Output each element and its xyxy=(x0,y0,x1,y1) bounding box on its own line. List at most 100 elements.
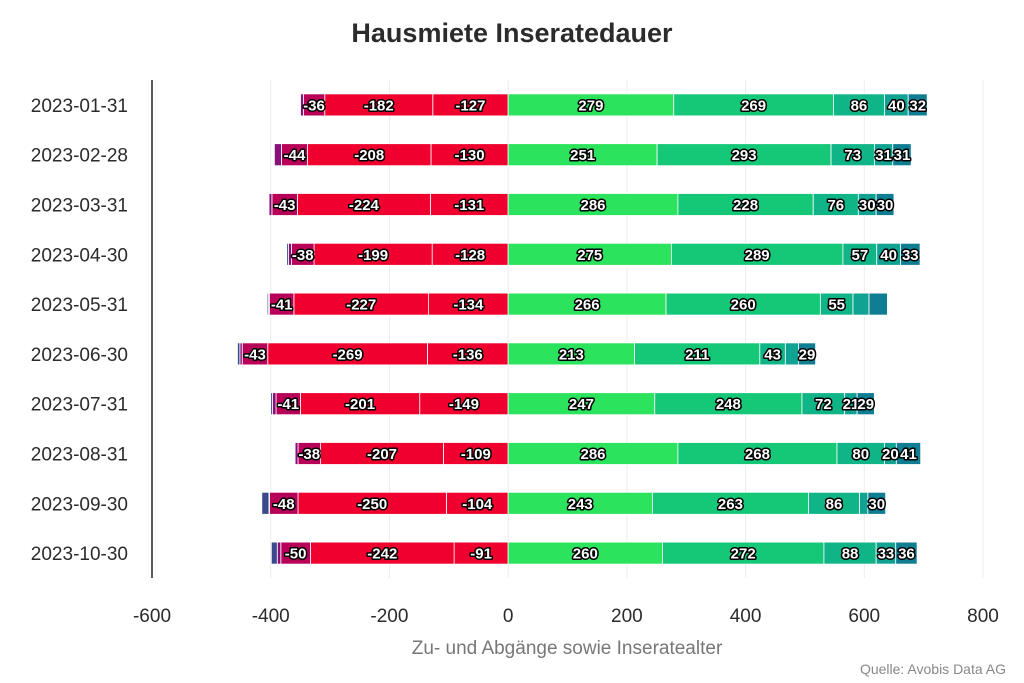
bar-segment xyxy=(784,342,799,366)
bars xyxy=(237,93,928,565)
data-label: 43 xyxy=(764,346,781,363)
bar-segment xyxy=(294,442,296,465)
data-label: 268 xyxy=(745,446,770,463)
data-label: 88 xyxy=(842,546,859,563)
data-label: -136 xyxy=(453,346,483,363)
data-label: 30 xyxy=(877,197,894,214)
data-label: -224 xyxy=(349,197,380,214)
bar-segment xyxy=(892,143,912,167)
data-label: 21 xyxy=(843,396,860,413)
data-label: -131 xyxy=(454,197,484,214)
data-label: 31 xyxy=(875,147,892,164)
bar-segment xyxy=(867,491,887,515)
data-label: -127 xyxy=(455,97,485,114)
data-label: 33 xyxy=(878,546,895,563)
data-label: -250 xyxy=(357,496,387,513)
data-label: 286 xyxy=(581,446,606,463)
bar-segment xyxy=(895,442,922,465)
data-label: -109 xyxy=(461,446,491,463)
data-label: 41 xyxy=(900,446,917,463)
data-label: 55 xyxy=(828,297,845,314)
data-label: 29 xyxy=(857,396,874,413)
data-label: 40 xyxy=(880,247,897,264)
data-label: -38 xyxy=(298,446,320,463)
category-label: 2023-09-30 xyxy=(31,494,128,515)
data-labels: -127-182-36 279 269 86 40 32-130-208-44 251 293… xyxy=(243,96,928,564)
data-label: 76 xyxy=(827,197,844,214)
x-tick-label: -400 xyxy=(252,606,290,627)
category-label: 2023-01-31 xyxy=(31,96,128,117)
data-label: 72 xyxy=(815,396,832,413)
data-label: -41 xyxy=(271,297,293,314)
data-label: 73 xyxy=(844,147,861,164)
x-tick-label: 0 xyxy=(503,606,514,627)
bar-segment xyxy=(273,143,275,167)
data-label: 40 xyxy=(888,97,905,114)
data-label: 228 xyxy=(733,197,758,214)
x-tick-label: -200 xyxy=(370,606,408,627)
bar-segment xyxy=(266,292,269,316)
category-label: 2023-05-31 xyxy=(31,295,128,316)
data-label: 260 xyxy=(731,297,756,314)
data-label: -149 xyxy=(449,396,479,413)
data-label: -269 xyxy=(333,346,363,363)
data-label: -227 xyxy=(346,297,376,314)
bar-segment xyxy=(273,143,282,167)
category-label: 2023-06-30 xyxy=(31,345,128,366)
data-label: 211 xyxy=(685,346,709,363)
data-label: 248 xyxy=(716,396,741,413)
data-label: 243 xyxy=(568,496,593,513)
data-label: 33 xyxy=(902,247,919,264)
data-label: 272 xyxy=(731,546,756,563)
category-label: 2023-10-30 xyxy=(31,544,128,565)
data-label: 31 xyxy=(894,147,911,164)
chart-title: Hausmiete Inseratedauer xyxy=(351,18,673,48)
data-label: -128 xyxy=(455,247,485,264)
data-label: -182 xyxy=(364,97,394,114)
bar-segment xyxy=(237,342,241,366)
data-label: -199 xyxy=(358,247,388,264)
bar-segment xyxy=(272,392,277,416)
bar-segment xyxy=(797,342,817,366)
bar-segment xyxy=(276,541,282,565)
bar-segment xyxy=(286,242,289,266)
bar-segment xyxy=(270,392,273,416)
data-label: -104 xyxy=(462,496,493,513)
data-label: 286 xyxy=(581,197,606,214)
data-label: 80 xyxy=(852,446,869,463)
data-label: -134 xyxy=(453,297,484,314)
data-label: -48 xyxy=(273,496,295,513)
data-label: 279 xyxy=(578,97,603,114)
data-label: 266 xyxy=(575,297,600,314)
data-label: -130 xyxy=(455,147,485,164)
bar-segment xyxy=(859,491,869,515)
bar-segment xyxy=(299,93,301,117)
data-label: 86 xyxy=(826,496,843,513)
data-label: 20 xyxy=(882,446,899,463)
bar-segment xyxy=(270,541,278,565)
bar-segment xyxy=(900,242,921,266)
bar-segment xyxy=(895,541,918,565)
x-tick-label: 600 xyxy=(848,606,880,627)
bar-segment xyxy=(868,292,888,316)
data-label: 293 xyxy=(732,147,757,164)
data-label: -43 xyxy=(274,197,296,214)
x-axis-label: Zu- und Abgänge sowie Inseratealter xyxy=(412,638,723,659)
category-label: 2023-03-31 xyxy=(31,196,128,217)
data-label: -43 xyxy=(244,346,266,363)
bar-segment xyxy=(267,193,270,216)
data-label: 213 xyxy=(559,346,584,363)
data-label: 251 xyxy=(570,147,595,164)
category-label: 2023-07-31 xyxy=(31,395,128,416)
data-label: -50 xyxy=(285,546,307,563)
bar-segment xyxy=(856,392,875,416)
data-label: -38 xyxy=(292,247,314,264)
data-label: 36 xyxy=(898,546,915,563)
data-label: -208 xyxy=(354,147,384,164)
data-label: -36 xyxy=(303,97,325,114)
source-note: Quelle: Avobis Data AG xyxy=(860,661,1006,677)
x-tick-labels: -600 -400 -200 0 200 400 600 800 xyxy=(133,606,999,627)
bar-segment xyxy=(875,193,895,216)
data-label: 30 xyxy=(859,197,876,214)
x-tick-label: -600 xyxy=(133,606,171,627)
